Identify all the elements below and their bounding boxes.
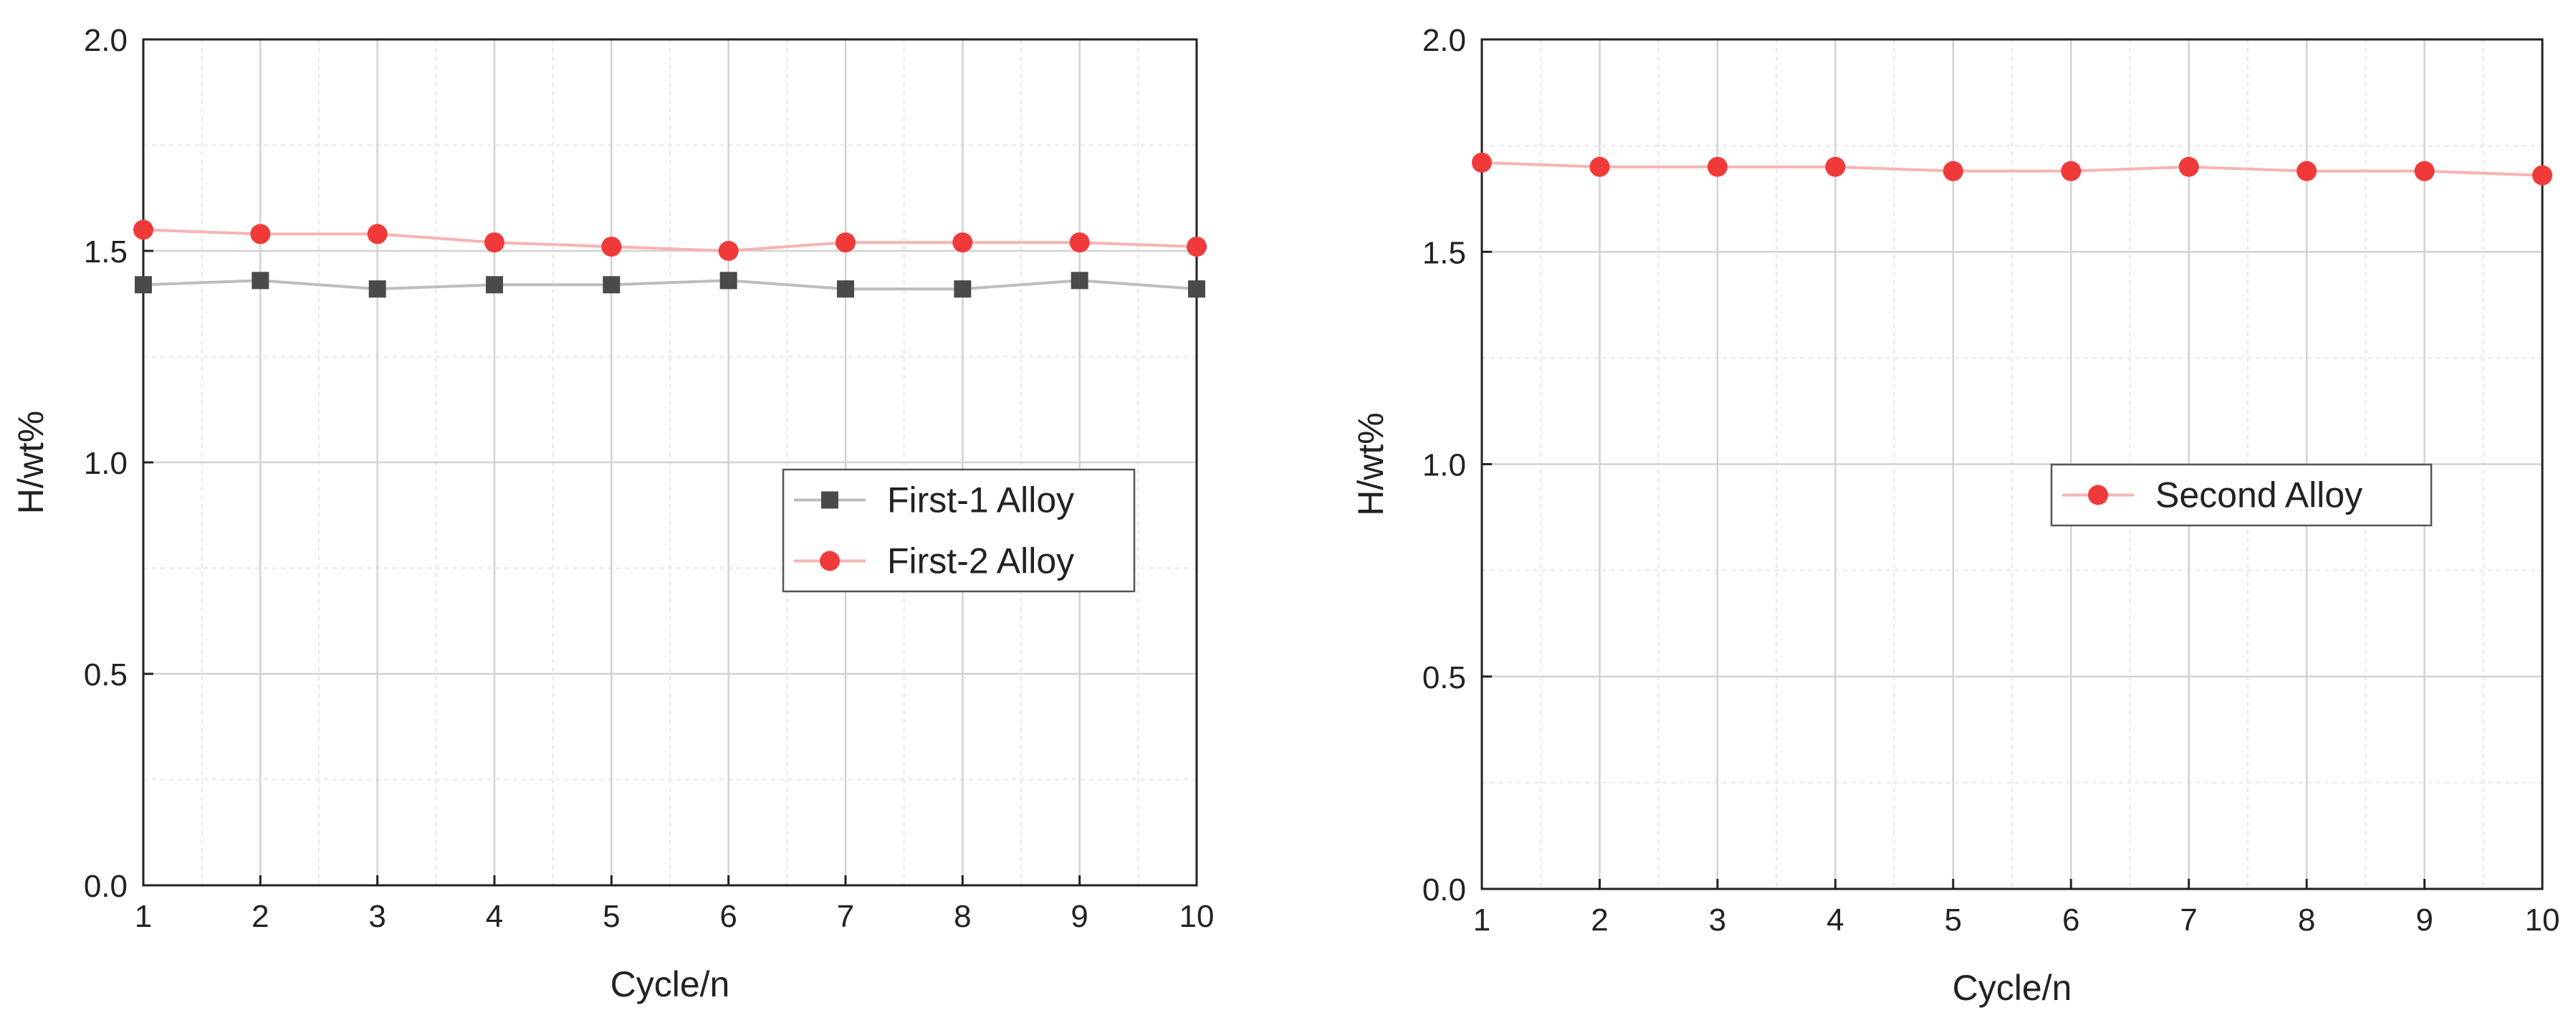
data-point: [1825, 156, 1846, 177]
data-point: [719, 272, 737, 290]
data-point: [954, 280, 972, 298]
legend-marker: [821, 491, 838, 509]
x-tick-label: 4: [1826, 903, 1844, 938]
y-tick-label: 0.0: [84, 869, 128, 904]
y-tick-label: 0.5: [84, 657, 128, 692]
data-point: [1188, 280, 1205, 298]
data-point: [135, 276, 152, 294]
data-point: [601, 237, 622, 257]
x-tick-label: 2: [252, 899, 269, 934]
data-point: [367, 224, 388, 244]
x-tick-label: 10: [2525, 903, 2560, 938]
chart-2: 1 2 3 4 5 6 7 8 9 10 0.0 0.5 1.0 1.5 2.0 Cycle/n H/wt% Se…: [1351, 23, 2560, 1008]
y-axis-title: H/wt%: [11, 411, 51, 514]
x-tick-label: 7: [2180, 903, 2197, 938]
x-tick-label: 1: [1473, 903, 1490, 938]
x-tick-label: 6: [719, 899, 737, 934]
x-tick-label: 2: [1591, 903, 1608, 938]
x-tick-label: 5: [603, 899, 620, 934]
legend-box: [782, 468, 1136, 593]
data-point: [486, 276, 503, 294]
data-point: [2297, 161, 2317, 181]
x-axis-title: Cycle/n: [611, 964, 730, 1004]
series-line-1: [143, 279, 1197, 291]
x-tick-label: 4: [486, 899, 503, 934]
x-tick-label: 9: [2415, 903, 2433, 938]
data-point: [1707, 156, 1728, 177]
legend-label: Second Alloy: [2155, 475, 2362, 515]
data-point: [250, 224, 271, 244]
x-tick-label: 1: [135, 899, 152, 934]
x-tick-label: 9: [1071, 899, 1088, 934]
data-point: [1472, 152, 1492, 173]
data-point: [2061, 161, 2082, 181]
legend-label: First-1 Alloy: [887, 480, 1074, 520]
data-point: [484, 232, 504, 253]
y-tick-label: 1.0: [84, 446, 128, 481]
data-point: [368, 280, 386, 298]
x-tick-label: 5: [1945, 903, 1962, 938]
y-tick-label: 1.0: [1422, 448, 1466, 483]
legend-marker: [2088, 485, 2108, 505]
x-tick-label: 3: [368, 899, 386, 934]
data-point: [603, 276, 621, 294]
x-tick-label: 7: [837, 899, 854, 934]
legend-label: First-2 Alloy: [887, 541, 1074, 581]
data-point: [1589, 156, 1610, 177]
x-tick-label: 10: [1179, 899, 1215, 934]
x-tick-label: 8: [954, 899, 971, 934]
data-point: [1943, 161, 1963, 181]
data-point: [1071, 272, 1088, 290]
data-point: [252, 272, 269, 290]
x-tick-label: 3: [1709, 903, 1726, 938]
x-tick-label: 6: [2062, 903, 2079, 938]
y-tick-label: 2.0: [84, 23, 128, 58]
x-axis-title: Cycle/n: [1953, 968, 2072, 1008]
data-point: [1187, 237, 1207, 257]
data-point: [718, 241, 739, 261]
y-tick-label: 2.0: [1422, 23, 1466, 58]
x-tick-label: 8: [2298, 903, 2315, 938]
y-tick-label: 1.5: [1422, 235, 1466, 270]
series-line-1: [1481, 161, 2543, 177]
data-point: [2178, 156, 2199, 177]
data-point: [2532, 165, 2552, 186]
y-tick-label: 0.5: [1422, 660, 1466, 695]
data-point: [835, 232, 856, 253]
data-point: [952, 232, 973, 253]
y-tick-label: 1.5: [84, 234, 128, 270]
y-tick-label: 0.0: [1422, 872, 1466, 908]
data-point: [133, 219, 153, 240]
y-axis-title: H/wt%: [1351, 412, 1391, 515]
series-line-2: [143, 228, 1197, 253]
data-point: [1069, 232, 1090, 253]
legend-marker: [820, 551, 840, 571]
data-point: [837, 280, 854, 298]
data-point: [2414, 161, 2435, 181]
chart-1: 1 2 3 4 5 6 7 8 9 10 0.0 0.5 1.0 1.5 2.0 Cycle/n H/wt% Fi…: [11, 23, 1214, 1004]
